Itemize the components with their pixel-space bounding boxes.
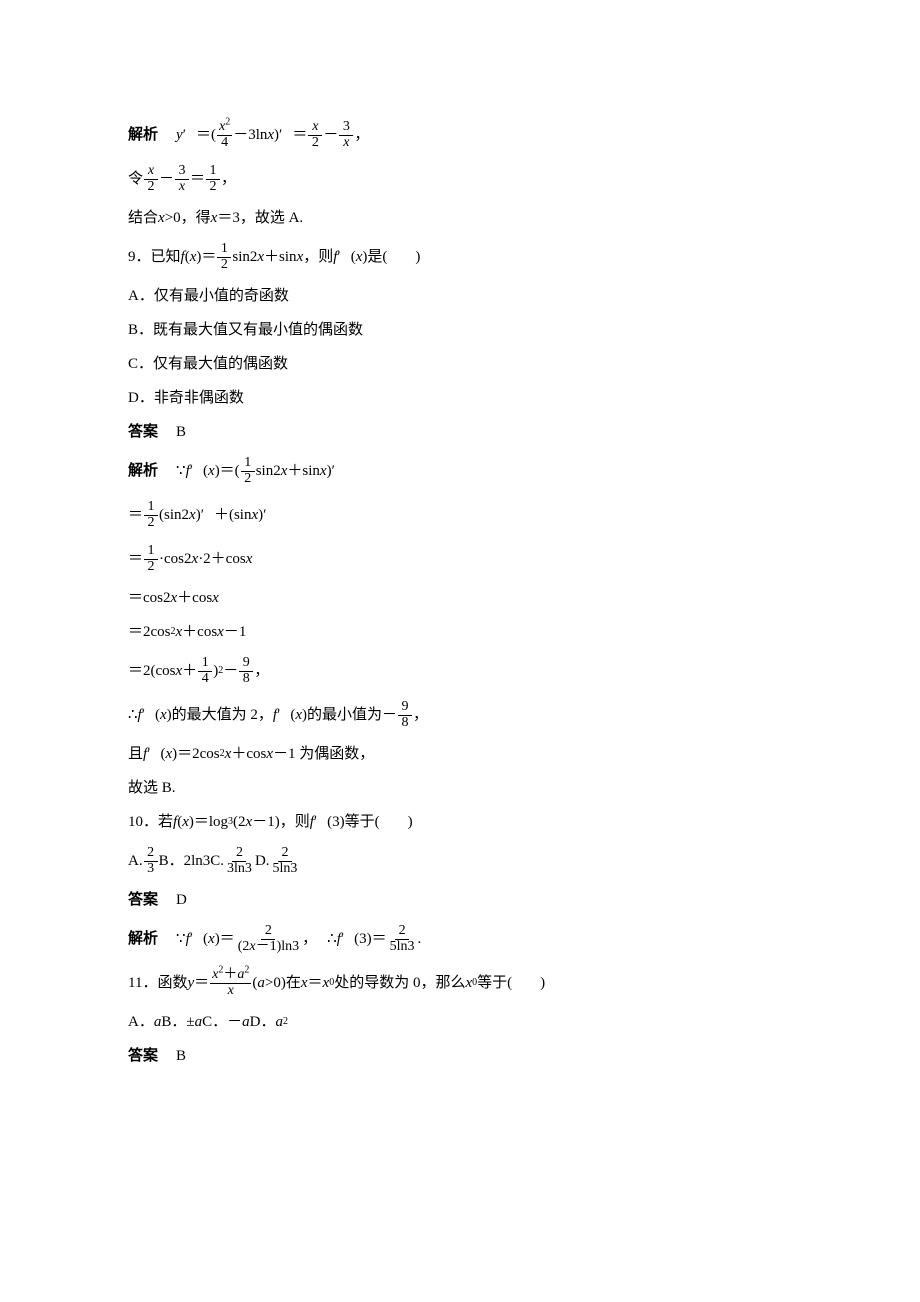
q11-answer: 答案 B [128,1042,920,1070]
q9-explain-5: ＝2cos2x＋cosx－1 [128,618,920,646]
q9-explain-6: ＝2(cosx＋ 1 4 )2－ 9 8 ， [128,652,920,690]
q9-option-d: D．非奇非偶函数 [128,384,920,412]
label-answer: 答案 [128,421,158,444]
q9-explain-8: 且 f′ (x)＝2cos2x＋cosx－1 为偶函数， [128,740,920,768]
q10-options: A. 2 3 B． 2ln3 C. 2 3ln3 D. 2 5ln3 [128,842,920,880]
q11-stem: 11．函数 y＝ x2＋a2 x (a>0)在 x＝x0 处的导数为 0，那么 … [128,964,920,1002]
q10-answer: 答案 D [128,886,920,914]
q10-stem: 10．若 f(x)＝log3(2x－1)，则 f′ (3)等于() [128,808,920,836]
q9-option-c: C．仅有最大值的偶函数 [128,350,920,378]
q9-option-b: B．既有最大值又有最小值的偶函数 [128,316,920,344]
frac-3-x: 3 x [339,120,353,150]
q9-option-a: A．仅有最小值的奇函数 [128,282,920,310]
q8-explain-line2: 令 x 2 － 3 x ＝ 1 2 ， [128,160,920,198]
label-explain: 解析 [128,124,158,147]
q9-explain-7: ∴f′ (x)的最大值为 2， f′ (x)的最小值为－ 9 8 ， [128,696,920,734]
frac-x2-4: x2 4 [217,120,232,150]
q9-explain-9: 故选 B. [128,774,920,802]
q9-answer: 答案 B [128,418,920,446]
q9-explain-1: 解析 ∵f′ (x)＝( 1 2 sin2x＋sinx)′ [128,452,920,490]
q9-explain-4: ＝cos2x＋cosx [128,584,920,612]
q9-explain-3: ＝ 1 2 ·cos2x·2＋cosx [128,540,920,578]
q8-explain-line1: 解析 y ′ ＝( x2 4 －3lnx)′ ＝ x 2 － 3 x ， [128,116,920,154]
q8-explain-line3: 结合 x>0，得 x＝3，故选 A. [128,204,920,232]
q10-explain: 解析 ∵f′ (x)＝ 2 (2x－1)ln3 ， ∴f′ (3)＝ 2 5ln… [128,920,920,958]
q11-options: A．a B．±a C．－a D．a2 [128,1008,920,1036]
q9-explain-2: ＝ 1 2 (sin2x)′ ＋(sinx)′ [128,496,920,534]
q9-stem: 9．已知 f(x)＝ 1 2 sin2x＋sinx，则 f′ (x)是() [128,238,920,276]
frac-x-2: x 2 [308,120,322,150]
